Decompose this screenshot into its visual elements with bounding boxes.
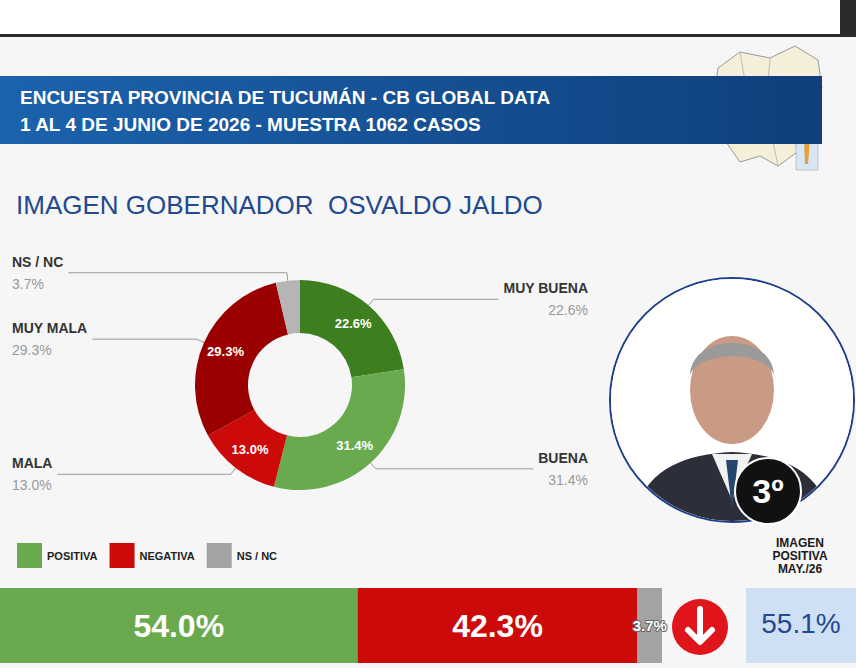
svg-text:MUY BUENA: MUY BUENA bbox=[503, 280, 588, 296]
svg-text:POSITIVA: POSITIVA bbox=[47, 550, 98, 562]
svg-text:3.7%: 3.7% bbox=[12, 276, 44, 292]
html-text:IMAGEN POSITIVA MAY./26: IMAGEN POSITIVA MAY./26 bbox=[772, 536, 828, 576]
svg-text:BUENA: BUENA bbox=[538, 450, 588, 466]
svg-text:NS / NC: NS / NC bbox=[237, 550, 277, 562]
svg-text:54.0%: 54.0% bbox=[133, 608, 224, 644]
svg-text:NS / NC: NS / NC bbox=[12, 254, 63, 270]
html-text:IMAGEN GOBERNADOR OSVALDO JALD: IMAGEN GOBERNADOR OSVALDO JALDO bbox=[16, 190, 543, 220]
svg-text:22.6%: 22.6% bbox=[548, 302, 588, 318]
svg-text:3º: 3º bbox=[752, 472, 783, 510]
svg-text:3.7%: 3.7% bbox=[633, 617, 667, 634]
svg-text:22.6%: 22.6% bbox=[335, 316, 372, 331]
html-text:ENCUESTA PROVINCIA DE TUCUMÁN: ENCUESTA PROVINCIA DE TUCUMÁN - CB GLOBA… bbox=[20, 87, 551, 108]
svg-text:13.0%: 13.0% bbox=[12, 477, 52, 493]
svg-text:31.4%: 31.4% bbox=[548, 472, 588, 488]
svg-text:MALA: MALA bbox=[12, 455, 52, 471]
svg-text:31.4%: 31.4% bbox=[336, 438, 373, 453]
svg-text:13.0%: 13.0% bbox=[232, 442, 269, 457]
svg-text:MUY MALA: MUY MALA bbox=[12, 320, 87, 336]
svg-text:29.3%: 29.3% bbox=[207, 344, 244, 359]
svg-text:29.3%: 29.3% bbox=[12, 342, 52, 358]
html-text:55.1%: 55.1% bbox=[761, 608, 841, 639]
svg-text:NEGATIVA: NEGATIVA bbox=[140, 550, 195, 562]
html-text:1 AL 4 DE JUNIO DE 2026 - MUES: 1 AL 4 DE JUNIO DE 2026 - MUESTRA 1062 C… bbox=[20, 114, 481, 135]
svg-text:42.3%: 42.3% bbox=[452, 608, 543, 644]
